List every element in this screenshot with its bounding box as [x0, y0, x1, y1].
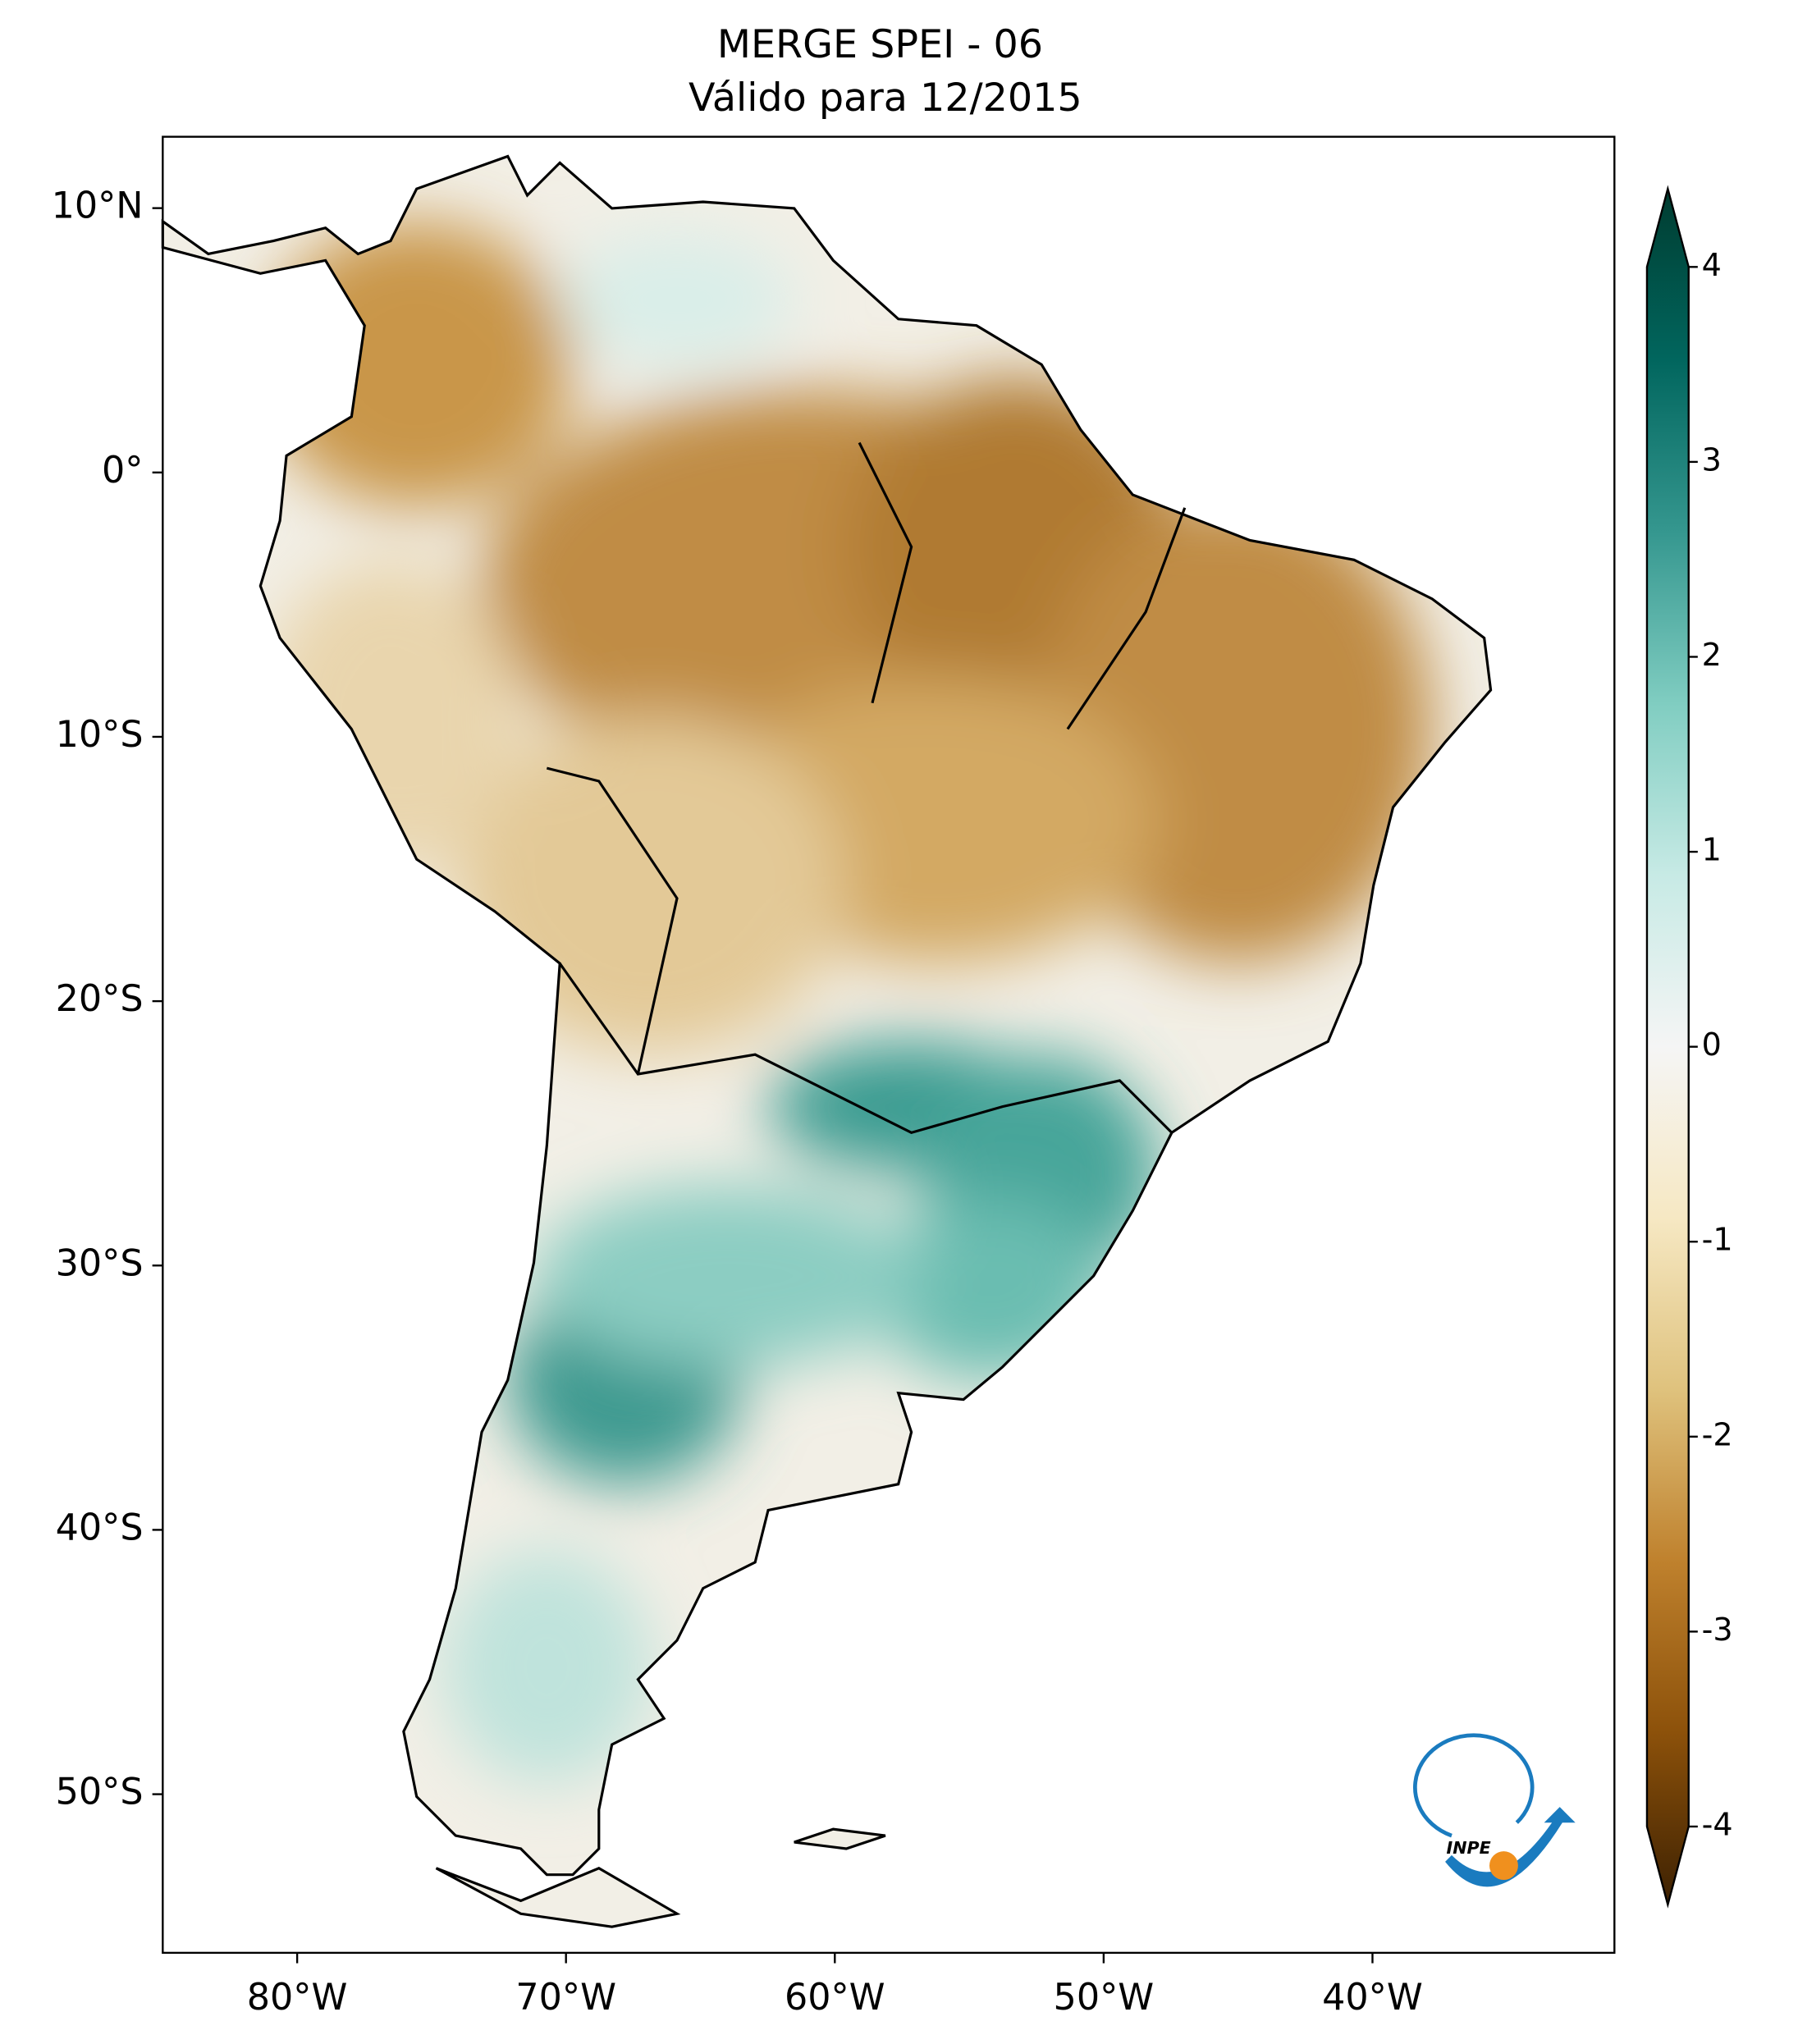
- y-tick-label: 10°S: [56, 714, 144, 756]
- map-frame: [162, 135, 1616, 1955]
- y-tick-label: 50°S: [56, 1772, 144, 1813]
- logo-text: INPE: [1447, 1838, 1491, 1858]
- x-tick-label: 60°W: [785, 1977, 885, 2019]
- y-tick-label: 0°: [102, 450, 143, 492]
- colorbar-tick-label: 3: [1702, 441, 1722, 478]
- x-tick-label: 40°W: [1322, 1977, 1423, 2019]
- colorbar-tick-label: -2: [1702, 1416, 1733, 1452]
- inpe-logo: INPE: [1413, 1733, 1576, 1887]
- colorbar-tick-label: 2: [1702, 637, 1722, 673]
- title-line: MERGE SPEI - 06: [717, 22, 1043, 67]
- colorbar-tick-label: -1: [1702, 1222, 1733, 1258]
- colorbar-tick-label: 4: [1702, 247, 1722, 283]
- x-tick-label: 70°W: [515, 1977, 616, 2019]
- x-tick-label: 50°W: [1054, 1977, 1155, 2019]
- colorbar-tick-label: 1: [1702, 832, 1722, 868]
- colorbar-tick-label: -3: [1702, 1612, 1733, 1648]
- colorbar-tick-label: -4: [1702, 1806, 1733, 1842]
- borders: [546, 441, 1187, 1135]
- y-tick-label: 40°S: [56, 1507, 144, 1548]
- colorbar: [1645, 185, 1690, 1909]
- colorbar-tick-label: 0: [1702, 1027, 1722, 1063]
- y-tick-label: 10°N: [52, 185, 144, 227]
- y-tick-label: 20°S: [56, 978, 144, 1020]
- y-tick-label: 30°S: [56, 1242, 144, 1284]
- x-tick-label: 80°W: [247, 1977, 348, 2019]
- title-line: Válido para 12/2015: [689, 75, 1082, 121]
